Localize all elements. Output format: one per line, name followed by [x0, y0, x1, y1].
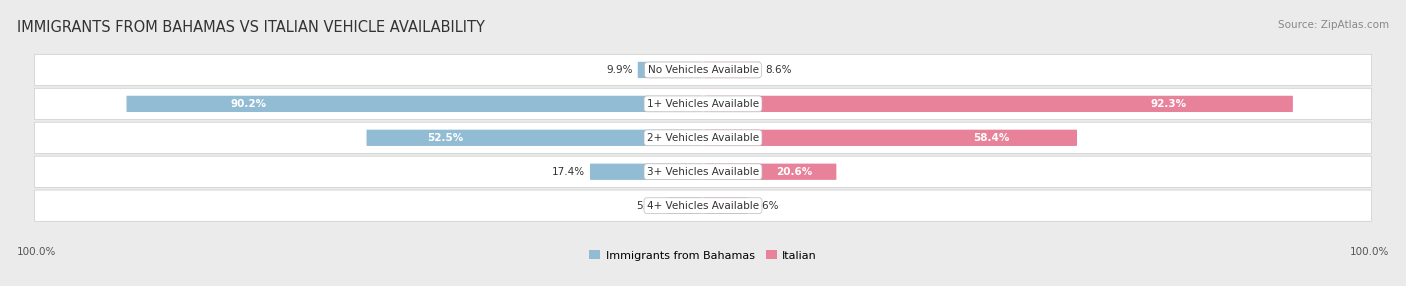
Text: 17.4%: 17.4% [553, 167, 585, 177]
FancyBboxPatch shape [127, 96, 702, 112]
Text: 8.6%: 8.6% [765, 65, 792, 75]
Text: 20.6%: 20.6% [776, 167, 813, 177]
Legend: Immigrants from Bahamas, Italian: Immigrants from Bahamas, Italian [585, 246, 821, 265]
FancyBboxPatch shape [591, 164, 702, 180]
Text: 52.5%: 52.5% [427, 133, 463, 143]
FancyBboxPatch shape [666, 198, 702, 214]
Text: 100.0%: 100.0% [1350, 247, 1389, 257]
Text: 4+ Vehicles Available: 4+ Vehicles Available [647, 201, 759, 211]
Text: IMMIGRANTS FROM BAHAMAS VS ITALIAN VEHICLE AVAILABILITY: IMMIGRANTS FROM BAHAMAS VS ITALIAN VEHIC… [17, 20, 485, 35]
FancyBboxPatch shape [704, 96, 1294, 112]
FancyBboxPatch shape [704, 62, 761, 78]
Text: 5.3%: 5.3% [636, 201, 662, 211]
Text: 9.9%: 9.9% [606, 65, 633, 75]
FancyBboxPatch shape [35, 54, 1371, 86]
Text: 1+ Vehicles Available: 1+ Vehicles Available [647, 99, 759, 109]
Text: No Vehicles Available: No Vehicles Available [648, 65, 758, 75]
FancyBboxPatch shape [35, 190, 1371, 221]
FancyBboxPatch shape [35, 156, 1371, 187]
FancyBboxPatch shape [704, 164, 837, 180]
FancyBboxPatch shape [35, 122, 1371, 153]
FancyBboxPatch shape [704, 130, 1077, 146]
FancyBboxPatch shape [704, 198, 747, 214]
Text: 90.2%: 90.2% [231, 99, 266, 109]
Text: 58.4%: 58.4% [973, 133, 1010, 143]
FancyBboxPatch shape [35, 88, 1371, 120]
Text: 3+ Vehicles Available: 3+ Vehicles Available [647, 167, 759, 177]
Text: 6.6%: 6.6% [752, 201, 779, 211]
Text: 100.0%: 100.0% [17, 247, 56, 257]
FancyBboxPatch shape [367, 130, 702, 146]
Text: 2+ Vehicles Available: 2+ Vehicles Available [647, 133, 759, 143]
Text: 92.3%: 92.3% [1150, 99, 1187, 109]
Text: Source: ZipAtlas.com: Source: ZipAtlas.com [1278, 20, 1389, 30]
FancyBboxPatch shape [638, 62, 702, 78]
